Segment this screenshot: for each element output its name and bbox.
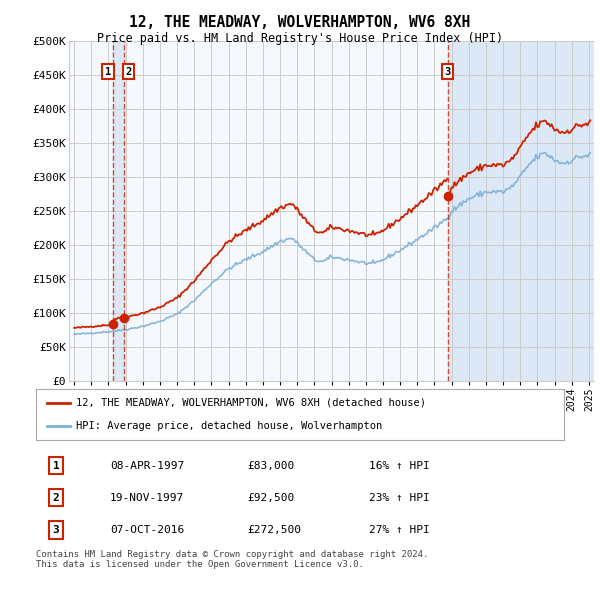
Text: 3: 3 [445, 67, 451, 77]
Text: £83,000: £83,000 [247, 461, 295, 470]
Text: 23% ↑ HPI: 23% ↑ HPI [368, 493, 430, 503]
Text: 1: 1 [105, 67, 111, 77]
Text: HPI: Average price, detached house, Wolverhampton: HPI: Average price, detached house, Wolv… [76, 421, 382, 431]
Text: Price paid vs. HM Land Registry's House Price Index (HPI): Price paid vs. HM Land Registry's House … [97, 32, 503, 45]
Text: 08-APR-1997: 08-APR-1997 [110, 461, 184, 470]
Text: 07-OCT-2016: 07-OCT-2016 [110, 525, 184, 535]
Bar [113, 41, 124, 381]
Text: £92,500: £92,500 [247, 493, 295, 503]
Text: 19-NOV-1997: 19-NOV-1997 [110, 493, 184, 503]
Text: £272,500: £272,500 [247, 525, 301, 535]
Bar [69, 41, 594, 381]
Text: 27% ↑ HPI: 27% ↑ HPI [368, 525, 430, 535]
Text: 3: 3 [53, 525, 59, 535]
Text: 12, THE MEADWAY, WOLVERHAMPTON, WV6 8XH (detached house): 12, THE MEADWAY, WOLVERHAMPTON, WV6 8XH … [76, 398, 425, 408]
Text: 12, THE MEADWAY, WOLVERHAMPTON, WV6 8XH: 12, THE MEADWAY, WOLVERHAMPTON, WV6 8XH [130, 15, 470, 30]
Text: 16% ↑ HPI: 16% ↑ HPI [368, 461, 430, 470]
Bar [448, 41, 594, 381]
Text: 1: 1 [53, 461, 59, 470]
Text: 2: 2 [125, 67, 132, 77]
Text: Contains HM Land Registry data © Crown copyright and database right 2024.
This d: Contains HM Land Registry data © Crown c… [36, 550, 428, 569]
Text: 2: 2 [53, 493, 59, 503]
